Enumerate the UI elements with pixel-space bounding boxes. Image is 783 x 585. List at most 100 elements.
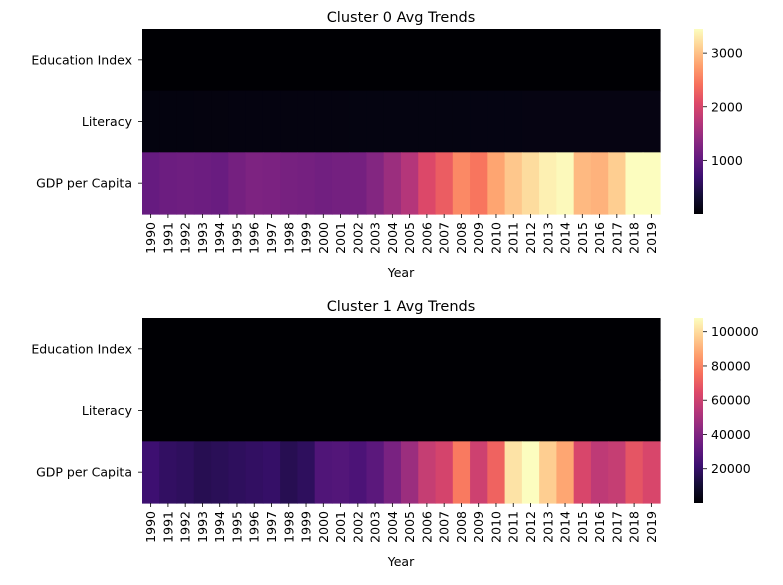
heatmap-cell bbox=[487, 318, 506, 381]
heatmap-cell bbox=[383, 318, 402, 381]
heatmap-cell bbox=[590, 379, 609, 442]
x-tick-label: 2004 bbox=[385, 222, 400, 254]
chart-title: Cluster 0 Avg Trends bbox=[327, 10, 476, 26]
heatmap-cell bbox=[228, 318, 247, 381]
heatmap-cell bbox=[556, 152, 575, 215]
heatmap-cell bbox=[435, 379, 454, 442]
heatmap-cell bbox=[573, 90, 592, 153]
heatmap-cell bbox=[297, 318, 316, 381]
x-tick-label: 2006 bbox=[419, 511, 434, 543]
heatmap-cell bbox=[193, 29, 212, 92]
heatmap-cell bbox=[331, 318, 350, 381]
heatmap-cell bbox=[228, 29, 247, 92]
heatmap-cell bbox=[608, 379, 627, 442]
heatmap-cell bbox=[349, 90, 368, 153]
heatmap-cell bbox=[452, 441, 471, 504]
x-tick-label: 2000 bbox=[316, 511, 331, 543]
heatmap-cell bbox=[366, 318, 385, 381]
heatmap-cell bbox=[262, 441, 281, 504]
x-tick-label: 2007 bbox=[437, 511, 452, 543]
heatmap-cell bbox=[349, 29, 368, 92]
x-tick-label: 1990 bbox=[143, 511, 158, 543]
heatmap-cell bbox=[280, 90, 298, 153]
heatmap-cell bbox=[297, 152, 316, 215]
heatmap-cell bbox=[504, 318, 523, 381]
heatmap-cell bbox=[573, 379, 592, 442]
x-tick-label: 1998 bbox=[281, 222, 296, 254]
heatmap-cell bbox=[504, 379, 523, 442]
x-tick-label: 2013 bbox=[540, 222, 555, 254]
heatmap-cell bbox=[314, 318, 333, 381]
heatmap-cell bbox=[401, 441, 419, 504]
x-tick-label: 2008 bbox=[454, 511, 469, 543]
heatmap-cell bbox=[142, 441, 160, 504]
heatmap-cell bbox=[401, 90, 419, 153]
heatmap-cell bbox=[193, 379, 212, 442]
x-tick-label: 1995 bbox=[229, 222, 244, 254]
heatmap-cell bbox=[331, 441, 350, 504]
x-tick-label: 2008 bbox=[454, 222, 469, 254]
colorbar-tick-label: 1000 bbox=[711, 153, 743, 168]
heatmap-cell bbox=[418, 152, 437, 215]
x-tick-label: 1991 bbox=[160, 222, 175, 254]
heatmap-cell bbox=[245, 379, 264, 442]
heatmap-cell bbox=[193, 318, 212, 381]
colorbar-tick-label: 3000 bbox=[711, 46, 743, 61]
heatmap-cell bbox=[159, 318, 178, 381]
heatmap-cell bbox=[176, 441, 195, 504]
x-tick-label: 2014 bbox=[558, 511, 573, 543]
heatmap-cell bbox=[625, 152, 644, 215]
x-tick-label: 2015 bbox=[575, 511, 590, 543]
colorbar-tick-label: 80000 bbox=[711, 358, 751, 373]
x-tick-label: 2018 bbox=[627, 511, 642, 543]
x-tick-label: 2012 bbox=[523, 222, 538, 254]
heatmap-cell bbox=[608, 29, 627, 92]
heatmap-cell bbox=[487, 441, 506, 504]
heatmap-cell bbox=[608, 90, 627, 153]
heatmap-cell bbox=[331, 90, 350, 153]
heatmap-cell bbox=[625, 318, 644, 381]
heatmap-cell bbox=[245, 29, 264, 92]
heatmap-cell bbox=[211, 29, 229, 92]
heatmap-cell bbox=[159, 379, 178, 442]
heatmap-cell bbox=[521, 441, 540, 504]
heatmap-cell bbox=[193, 90, 212, 153]
heatmap-cell bbox=[573, 318, 592, 381]
heatmap-cell bbox=[228, 152, 247, 215]
heatmap-cell bbox=[625, 90, 644, 153]
heatmap-cell bbox=[383, 152, 402, 215]
heatmap-cell bbox=[280, 441, 298, 504]
heatmap-cell bbox=[262, 152, 281, 215]
heatmap-cell bbox=[176, 29, 195, 92]
heatmap-cell bbox=[142, 318, 160, 381]
heatmap-cell bbox=[314, 379, 333, 442]
x-tick-label: 2010 bbox=[488, 511, 503, 543]
x-tick-label: 2019 bbox=[644, 511, 659, 543]
heatmap-cell bbox=[418, 318, 437, 381]
y-tick-label: Education Index bbox=[31, 341, 132, 356]
heatmap-cell bbox=[262, 379, 281, 442]
heatmap-cell bbox=[521, 29, 540, 92]
heatmap-cell bbox=[470, 152, 488, 215]
heatmap-cell bbox=[211, 90, 229, 153]
heatmap-cell bbox=[142, 152, 160, 215]
heatmap-cell bbox=[142, 379, 160, 442]
heatmap-cell bbox=[159, 441, 178, 504]
heatmap-cell bbox=[280, 318, 298, 381]
x-tick-label: 2006 bbox=[419, 222, 434, 254]
x-tick-label: 1992 bbox=[178, 222, 193, 254]
heatmap-cell bbox=[366, 90, 385, 153]
heatmap-cell bbox=[211, 152, 229, 215]
heatmap-cell bbox=[245, 90, 264, 153]
x-tick-label: 2019 bbox=[644, 222, 659, 254]
heatmap-cell bbox=[331, 29, 350, 92]
heatmap-0: Cluster 0 Avg Trends Education Index Liter… bbox=[31, 10, 742, 280]
heatmap-cell bbox=[521, 379, 540, 442]
x-tick-label: 1996 bbox=[247, 511, 262, 543]
x-tick-label: 2016 bbox=[592, 222, 607, 254]
x-tick-label: 2009 bbox=[471, 511, 486, 543]
heatmap-cell bbox=[608, 441, 627, 504]
heatmap-cell bbox=[435, 441, 454, 504]
heatmap-cell bbox=[539, 90, 557, 153]
heatmap-cell bbox=[556, 441, 575, 504]
